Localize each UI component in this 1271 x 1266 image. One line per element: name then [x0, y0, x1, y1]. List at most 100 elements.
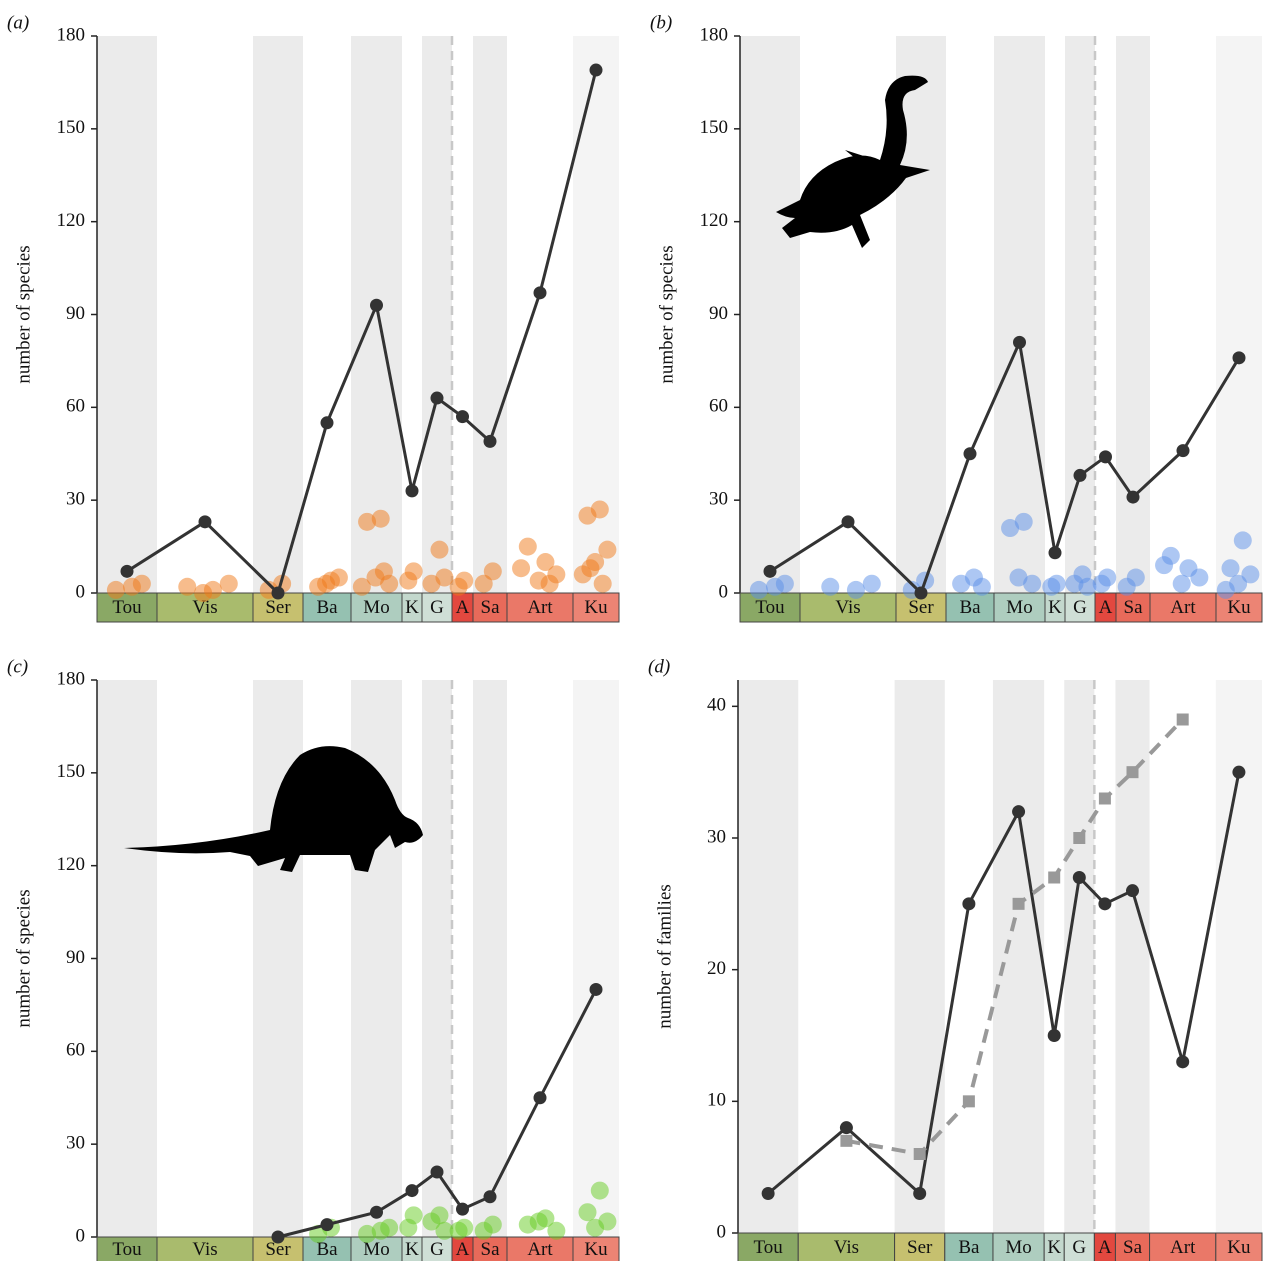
y-tick-label: 90: [709, 303, 728, 324]
y-tick-label: 150: [57, 761, 86, 782]
series-marker: [962, 897, 975, 910]
stage-label: G: [1073, 597, 1087, 618]
stage-label: Art: [527, 597, 553, 618]
y-tick-label: 180: [57, 24, 86, 45]
species-point: [1093, 575, 1111, 593]
stage-band: [253, 36, 303, 593]
stage-label: Vis: [835, 597, 860, 618]
y-tick-label: 180: [57, 668, 86, 689]
y-tick-label: 40: [707, 695, 726, 716]
species-point: [107, 581, 125, 599]
species-point: [863, 575, 881, 593]
stage-label: A: [1099, 597, 1113, 618]
stage-label: A: [1098, 1237, 1112, 1258]
species-point: [1155, 556, 1173, 574]
y-tick-label: 30: [66, 489, 85, 510]
stage-band: [97, 680, 157, 1237]
series-marker: [406, 1184, 419, 1197]
species-point: [519, 538, 537, 556]
series-marker: [199, 515, 212, 528]
y-tick-label: 60: [66, 396, 85, 417]
y-tick-label: 0: [719, 581, 729, 602]
species-point: [1042, 578, 1060, 596]
species-point: [1173, 575, 1191, 593]
stage-label: G: [430, 597, 444, 618]
y-tick-label: 30: [66, 1133, 85, 1154]
species-point: [450, 578, 468, 596]
species-point: [1190, 569, 1208, 587]
species-point: [591, 1182, 609, 1200]
y-tick-label: 30: [707, 826, 726, 847]
y-tick-label: 30: [709, 489, 728, 510]
species-point: [375, 562, 393, 580]
species-point: [776, 575, 794, 593]
stage-label: A: [456, 597, 470, 618]
series-marker: [484, 1190, 497, 1203]
stage-band: [351, 36, 402, 593]
stage-band: [1216, 680, 1262, 1233]
series-marker: [272, 587, 285, 600]
species-point: [194, 584, 212, 602]
series-marker: [842, 515, 855, 528]
series-marker: [1013, 336, 1026, 349]
stage-label: A: [456, 1239, 470, 1260]
stage-label: Tou: [753, 1237, 783, 1258]
stage-label: Ba: [316, 597, 338, 618]
panel-label: (d): [648, 656, 670, 677]
species-point: [1221, 559, 1239, 577]
series-marker: [913, 1187, 926, 1200]
stage-label: Mo: [1006, 597, 1032, 618]
stage-label: Ba: [959, 597, 981, 618]
series-marker: [321, 416, 334, 429]
species-point: [380, 1219, 398, 1237]
stage-label: Sa: [1123, 1237, 1143, 1258]
stage-label: Sa: [481, 597, 501, 618]
y-axis-title: number of species: [13, 889, 34, 1027]
series-marker: [1073, 871, 1086, 884]
series-marker: [1177, 444, 1190, 457]
panel-label: (a): [7, 12, 29, 33]
species-point: [1118, 578, 1136, 596]
stage-band: [422, 36, 452, 593]
species-point: [1001, 519, 1019, 537]
y-axis-title: number of species: [656, 245, 677, 383]
species-point: [821, 578, 839, 596]
series-marker: [1127, 766, 1139, 778]
series-marker: [963, 1095, 975, 1107]
species-point: [358, 513, 376, 531]
series-marker: [964, 447, 977, 460]
stage-band: [738, 680, 798, 1233]
species-point: [512, 559, 530, 577]
series-marker: [1013, 898, 1025, 910]
stage-label: K: [1047, 1237, 1061, 1258]
stage-label: K: [1048, 597, 1062, 618]
series-marker: [431, 392, 444, 405]
series-marker: [764, 565, 777, 578]
series-marker: [590, 983, 603, 996]
stage-label: Tou: [112, 1239, 142, 1260]
species-point: [578, 507, 596, 525]
panel-label: (c): [7, 656, 28, 677]
series-marker: [1048, 872, 1060, 884]
y-tick-label: 60: [709, 396, 728, 417]
series-marker: [456, 410, 469, 423]
stage-band: [1216, 36, 1262, 593]
species-point: [450, 1222, 468, 1240]
stage-label: Ku: [584, 1239, 608, 1260]
stage-label: Art: [1170, 597, 1196, 618]
y-tick-label: 20: [707, 958, 726, 979]
series-marker: [272, 1231, 285, 1244]
stage-label: Tou: [755, 597, 785, 618]
y-tick-label: 120: [57, 210, 86, 231]
species-point: [475, 1222, 493, 1240]
stage-band: [97, 36, 157, 593]
stage-band: [1115, 680, 1149, 1233]
stage-label: Sa: [481, 1239, 501, 1260]
stage-label: Sa: [1124, 597, 1144, 618]
species-point: [750, 581, 768, 599]
series-marker: [1127, 491, 1140, 504]
species-point: [541, 575, 559, 593]
series-marker: [1126, 884, 1139, 897]
stage-band: [573, 680, 619, 1237]
stage-label: Ser: [907, 1237, 933, 1258]
